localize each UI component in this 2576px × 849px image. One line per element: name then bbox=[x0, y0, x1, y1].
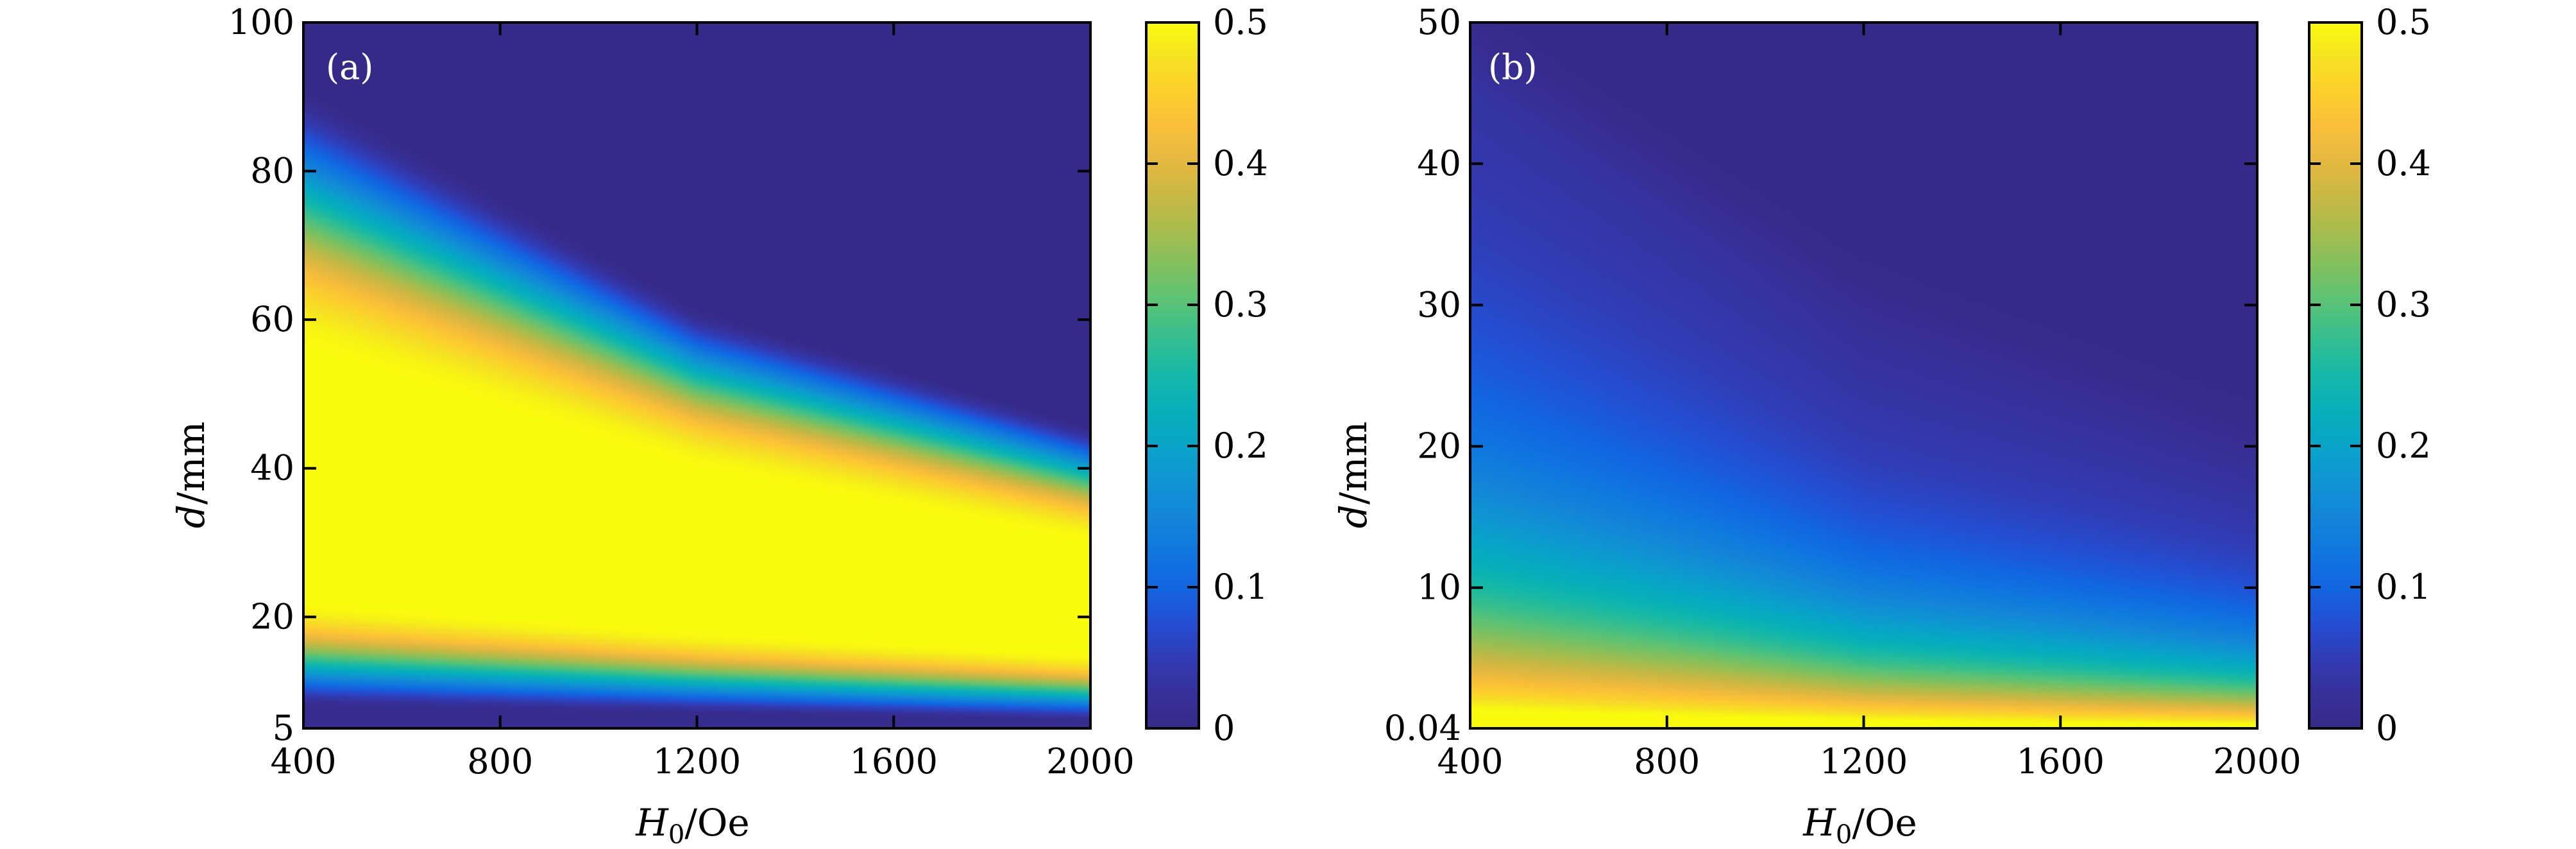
y-tick-label-b: 10 bbox=[1417, 567, 1461, 608]
colorbar-tick-label-b: 0.4 bbox=[2376, 143, 2431, 184]
y-axis-unit-b: /mm bbox=[1332, 422, 1375, 505]
x-tick-label-b: 1600 bbox=[2017, 741, 2105, 782]
svg-text:H0/Oe: H0/Oe bbox=[1802, 801, 1917, 849]
colorbar-tick-label-b: 0.2 bbox=[2376, 425, 2431, 466]
x-axis-subscript-a: 0 bbox=[668, 820, 684, 849]
x-tick-label-a: 800 bbox=[467, 741, 533, 782]
y-axis-symbol-b: d bbox=[1332, 504, 1375, 528]
y-axis-label-b: d/mm bbox=[1332, 422, 1375, 529]
colorbar-gradient-a bbox=[1146, 22, 1199, 728]
y-axis-symbol-a: d bbox=[169, 504, 213, 528]
y-tick-label-b: 30 bbox=[1417, 284, 1461, 325]
x-axis-subscript-b: 0 bbox=[1836, 820, 1852, 849]
y-tick-label-b: 40 bbox=[1417, 143, 1461, 184]
y-axis-label-a: d/mm bbox=[169, 422, 213, 529]
colorbar-tick-label-a: 0.4 bbox=[1213, 143, 1268, 184]
heatmap-b bbox=[1470, 22, 2257, 728]
x-axis-unit-a: /Oe bbox=[684, 801, 749, 845]
colorbar-frame-b bbox=[2308, 21, 2363, 730]
x-axis-label-a: H0/Oe bbox=[635, 801, 749, 849]
x-tick-label-a: 400 bbox=[270, 741, 336, 782]
x-tick-label-b: 2000 bbox=[2213, 741, 2301, 782]
colorbar-tick-label-b: 0 bbox=[2376, 708, 2398, 748]
colorbar-tick-label-b: 0.1 bbox=[2376, 567, 2431, 607]
x-tick-label-b: 1200 bbox=[1820, 741, 1908, 782]
colorbar-tick-label-a: 0 bbox=[1213, 708, 1235, 748]
y-tick-label-b: 50 bbox=[1417, 2, 1461, 42]
colorbar-a: 0 0.1 0.2 0.3 0.4 0.5 bbox=[1145, 2, 1268, 748]
colorbar-tick-label-b: 0.5 bbox=[2376, 2, 2431, 42]
colorbar-tick-label-a: 0.3 bbox=[1213, 284, 1268, 325]
panel-label-b: (b) bbox=[1488, 47, 1538, 87]
y-tick-label-a: 100 bbox=[228, 2, 294, 42]
x-axis-symbol-a: H bbox=[635, 801, 669, 845]
y-tick-label-a: 20 bbox=[250, 596, 294, 637]
heatmap-b-image bbox=[1470, 22, 2257, 728]
panel-label-a: (a) bbox=[326, 47, 373, 87]
y-tick-label-a: 80 bbox=[250, 151, 294, 191]
axes-b: 400 800 1200 1600 2000 0.04 10 20 30 40 50 bbox=[1384, 2, 2301, 782]
x-axis-label-b: H0/Oe bbox=[1802, 801, 1917, 849]
x-tick-label-a: 1600 bbox=[850, 741, 938, 782]
y-tick-label-b: 0.04 bbox=[1384, 708, 1461, 748]
colorbar-b: 0 0.1 0.2 0.3 0.4 0.5 bbox=[2308, 2, 2431, 748]
y-tick-label-b: 20 bbox=[1417, 426, 1461, 467]
heatmap-a-image bbox=[303, 22, 1090, 728]
x-axis-symbol-b: H bbox=[1802, 801, 1836, 845]
svg-text:d/mm: d/mm bbox=[169, 422, 213, 529]
colorbar-tick-label-b: 0.3 bbox=[2376, 284, 2431, 325]
colorbar-tick-label-a: 0.1 bbox=[1213, 567, 1268, 607]
heatmap-a bbox=[303, 22, 1090, 728]
x-axis-unit-b: /Oe bbox=[1852, 801, 1917, 845]
colorbar-tick-label-a: 0.5 bbox=[1213, 2, 1268, 42]
y-tick-label-a: 60 bbox=[250, 299, 294, 339]
y-tick-label-a: 5 bbox=[273, 708, 294, 748]
colorbar-tick-label-a: 0.2 bbox=[1213, 425, 1268, 466]
svg-text:d/mm: d/mm bbox=[1332, 422, 1375, 529]
y-tick-label-a: 40 bbox=[250, 448, 294, 488]
x-tick-label-b: 400 bbox=[1437, 741, 1503, 782]
x-tick-label-a: 2000 bbox=[1046, 741, 1134, 782]
y-axis-unit-a: /mm bbox=[169, 422, 213, 505]
svg-text:H0/Oe: H0/Oe bbox=[635, 801, 749, 849]
colorbar-frame-a bbox=[1145, 21, 1200, 730]
axes-a: 400 800 1200 1600 2000 5 20 40 60 80 100 bbox=[228, 2, 1135, 782]
x-tick-label-a: 1200 bbox=[653, 741, 741, 782]
x-tick-label-b: 800 bbox=[1634, 741, 1700, 782]
colorbar-gradient-b bbox=[2309, 22, 2362, 728]
